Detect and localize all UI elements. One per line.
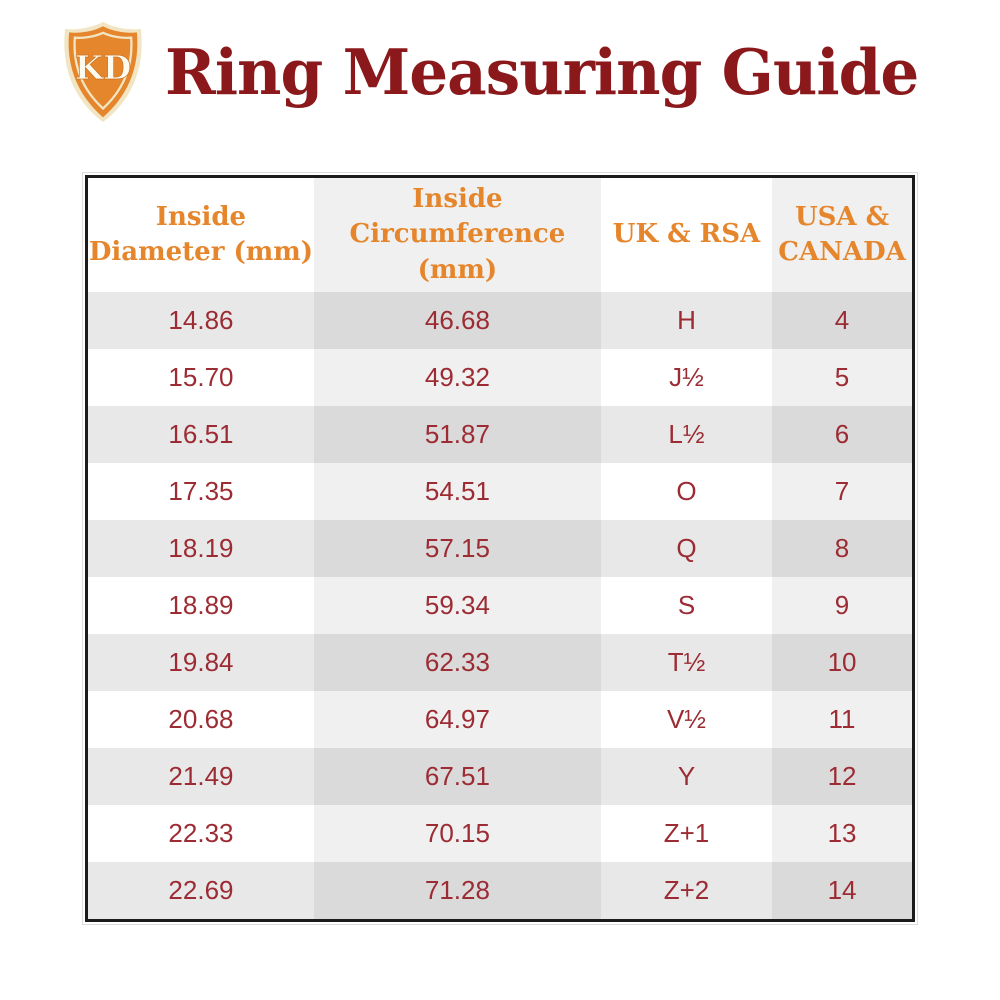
page-title: Ring Measuring Guide: [164, 35, 919, 109]
table-cell: 54.51: [313, 463, 601, 520]
table-cell: 20.68: [168, 704, 234, 734]
table-cell: 21.49: [168, 761, 234, 791]
table-row: 18.19 57.15 Q 8: [86, 520, 914, 577]
table-row: 16.51 51.87 L½ 6: [86, 406, 914, 463]
table-cell: 67.51: [313, 748, 601, 805]
table-row: 17.35 54.51 O 7: [86, 463, 914, 520]
table-cell: 10: [772, 634, 914, 691]
table-container: Inside Diameter (mm) Inside Circumference (…: [82, 172, 918, 925]
table-cell: 18.89: [168, 590, 234, 620]
shield-icon: KD: [64, 21, 142, 123]
table-cell: 22.33: [168, 818, 234, 848]
column-header-2: Inside Circumference (mm): [313, 176, 601, 292]
table-row: 21.49 67.51 Y 12: [86, 748, 914, 805]
table-cell: 4: [772, 292, 914, 349]
table-cell: 18.19: [168, 533, 234, 563]
table-cell: 17.35: [168, 476, 234, 506]
table-cell: 12: [772, 748, 914, 805]
table-cell: 9: [772, 577, 914, 634]
table-cell: 51.87: [313, 406, 601, 463]
table-row: 20.68 64.97 V½ 11: [86, 691, 914, 748]
table-cell: 13: [772, 805, 914, 862]
table-cell: Z+1: [663, 818, 710, 848]
column-header-4: USA & CANADA: [772, 176, 914, 292]
table-cell: 57.15: [313, 520, 601, 577]
table-row: 22.69 71.28 Z+2 14: [86, 862, 914, 921]
table-cell: 46.68: [313, 292, 601, 349]
table-cell: 6: [772, 406, 914, 463]
table-cell: 5: [772, 349, 914, 406]
logo-text: KD: [74, 48, 131, 87]
table-cell: 71.28: [313, 862, 601, 921]
table-header-row: Inside Diameter (mm) Inside Circumference (…: [87, 176, 914, 292]
table-cell: S: [677, 590, 696, 620]
kd-shield-logo-icon: KD: [59, 20, 147, 124]
table-cell: L½: [668, 419, 705, 449]
table-cell: 22.69: [168, 875, 234, 905]
table-row: 18.89 59.34 S 9: [86, 577, 914, 634]
table-cell: Z+2: [663, 875, 710, 905]
column-header-1: Inside Diameter (mm): [88, 201, 314, 267]
table-cell: J½: [669, 362, 704, 392]
table-cell: Y: [677, 761, 696, 791]
table-cell: 70.15: [313, 805, 601, 862]
table-cell: 7: [772, 463, 914, 520]
table-cell: 62.33: [313, 634, 601, 691]
table-cell: Q: [676, 533, 697, 563]
table-cell: 11: [772, 691, 914, 748]
table-cell: 14: [772, 862, 914, 921]
table-cell: 19.84: [168, 647, 234, 677]
table-row: 15.70 49.32 J½ 5: [86, 349, 914, 406]
table-row: 19.84 62.33 T½ 10: [86, 634, 914, 691]
table-cell: 16.51: [168, 419, 234, 449]
header: KD Ring Measuring Guide: [0, 0, 1000, 126]
table-cell: H: [677, 305, 696, 335]
table-cell: O: [676, 476, 697, 506]
table-cell: V½: [666, 704, 706, 734]
column-header-3: UK & RSA: [612, 219, 761, 250]
table-cell: 64.97: [313, 691, 601, 748]
table-cell: 14.86: [168, 305, 234, 335]
table-cell: 8: [772, 520, 914, 577]
table-cell: 49.32: [313, 349, 601, 406]
table-cell: 15.70: [168, 362, 234, 392]
table-row: 22.33 70.15 Z+1 13: [86, 805, 914, 862]
table-row: 14.86 46.68 H 4: [86, 292, 914, 349]
table-cell: T½: [667, 647, 706, 677]
table-cell: 59.34: [313, 577, 601, 634]
ring-size-table: Inside Diameter (mm) Inside Circumference (…: [82, 172, 918, 925]
